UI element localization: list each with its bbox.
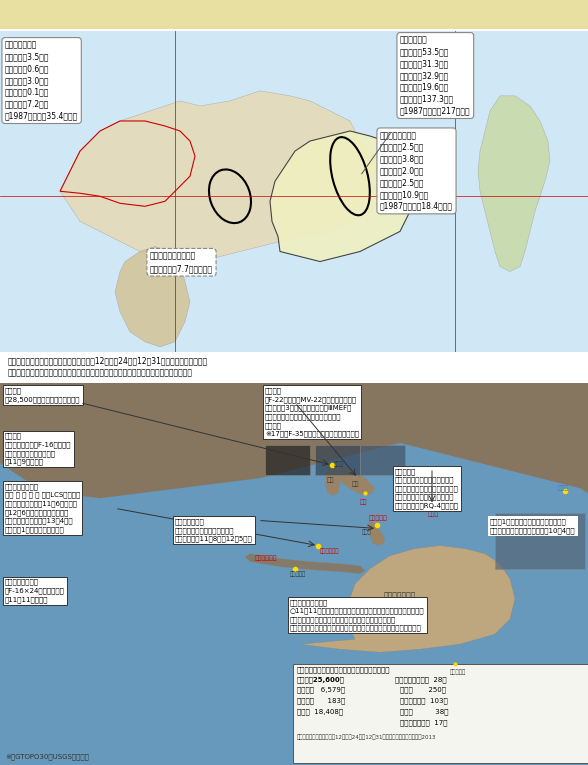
Text: 出典：米国防省発表資料（12（平成24）年12月31日）、ミリタリーバランス2013: 出典：米国防省発表資料（12（平成24）年12月31日）、ミリタリーバランス20… — [297, 735, 436, 741]
Bar — [360, 445, 405, 475]
Polygon shape — [338, 463, 375, 495]
Polygon shape — [300, 545, 515, 653]
Text: 日本：  18,408人: 日本： 18,408人 — [297, 708, 343, 715]
Text: オーストラリア: オーストラリア — [384, 591, 416, 601]
Polygon shape — [325, 463, 340, 495]
Polygon shape — [368, 522, 385, 545]
Text: ダーウィン: ダーウィン — [375, 626, 394, 632]
Bar — [315, 445, 360, 475]
Text: 【フィリピン】
・米沿岸警備隊のカッター船の
　無償供与（11年8月、12年5月）: 【フィリピン】 ・米沿岸警備隊のカッター船の 無償供与（11年8月、12年5月） — [175, 519, 253, 542]
Text: 【オーストラリア】
○11年11月の米豪首脳会議で以下のイニシアティブについて合意
・海兵隊のオーストラリア北部へのローテーション展開
・米空軍航空機のオースト: 【オーストラリア】 ○11年11月の米豪首脳会議で以下のイニシアティブについて合… — [290, 599, 425, 631]
Text: 全体：約25,600人: 全体：約25,600人 — [297, 676, 345, 683]
Polygon shape — [0, 382, 588, 498]
Text: ハワイ: ハワイ — [558, 485, 569, 491]
Text: マニラ: マニラ — [362, 529, 372, 535]
Text: ・空母1隻の母港を大西洋側から太平洋
　側（サンディエゴ）に移転（10年4月）: ・空母1隻の母港を大西洋側から太平洋 側（サンディエゴ）に移転（10年4月） — [490, 519, 576, 534]
Polygon shape — [60, 91, 385, 266]
Text: グアム: グアム — [428, 511, 439, 517]
Text: ジャカルタ: ジャカルタ — [290, 571, 306, 578]
Text: ヨーロッパ正面
陸軍　：約3.5万人
海軍　：約0.6万人
空軍　：約3.0万人
海兵隊：約0.1万人
総計　：約7.2万人
（1987年総計約35.4万人）: ヨーロッパ正面 陸軍 ：約3.5万人 海軍 ：約0.6万人 空軍 ：約3.0万人… — [5, 41, 78, 120]
Bar — [293, 664, 588, 763]
Text: グアム：      183人: グアム： 183人 — [297, 698, 345, 704]
Text: 米軍の総兵力
陸軍　：約53.5万人
海軍　：約31.3万人
空軍　：約32.9万人
海兵隊：約19.6万人
総計　：約137.3万人
（1987年総計約217: 米軍の総兵力 陸軍 ：約53.5万人 海軍 ：約31.3万人 空軍 ：約32.9… — [400, 36, 470, 116]
Text: フィリピン：  103人: フィリピン： 103人 — [400, 698, 447, 704]
Text: ハワイ：   6,579人: ハワイ： 6,579人 — [297, 686, 345, 693]
Text: フィリピン: フィリピン — [369, 516, 387, 521]
Text: シンガポール：  17人: シンガポール： 17人 — [400, 720, 447, 726]
Text: 図表I-1-1-3: 図表I-1-1-3 — [2, 9, 53, 20]
Polygon shape — [478, 96, 550, 272]
Text: 【日本】
・F-22の展開、MV-22オスプレイの配備
・沖縄の第3海兵機動展開部隊（ⅢMEF）
　地上戦闘部隊等のグアム・ハワイ等へ
　の移転
※17年にF-: 【日本】 ・F-22の展開、MV-22オスプレイの配備 ・沖縄の第3海兵機動展開… — [265, 388, 359, 437]
Text: 韓国: 韓国 — [327, 477, 335, 483]
Text: 【グアム】
・潜水艦のローテーション配備
・爆撃部隊のローテーション配備
・空母の一時寄港用施設の整備
・無人偵察機（RQ-4）の配備: 【グアム】 ・潜水艦のローテーション配備 ・爆撃部隊のローテーション配備 ・空母… — [395, 468, 459, 509]
Text: ソウル: ソウル — [334, 461, 344, 467]
Text: キャンベラ: キャンベラ — [450, 669, 466, 675]
Text: タイ：          38人: タイ： 38人 — [400, 708, 449, 715]
Text: ※　GTOPO30（USGS）を使用: ※ GTOPO30（USGS）を使用 — [5, 753, 89, 760]
Text: 沖縄: 沖縄 — [360, 500, 368, 505]
Text: 韓国：       250人: 韓国： 250人 — [400, 686, 446, 693]
Bar — [265, 445, 310, 475]
Text: 【韓国】
・28,500人規模の在韓米軍を維持: 【韓国】 ・28,500人規模の在韓米軍を維持 — [5, 388, 81, 402]
Text: オーストラリア：  28人: オーストラリア： 28人 — [395, 676, 447, 683]
Text: （注）　１　資料は、米国防省公刊資料（12（平成24）年12月31日現在）などによる。: （注） １ 資料は、米国防省公刊資料（12（平成24）年12月31日現在）などに… — [8, 356, 208, 365]
Text: 【シンガポール】
・沿 岸 域 戦 闘 艦（LCS）のロー
　テーション展開（11年6月表明。
　12年6月、シンガポール政府
　との間で大筋合意。13年4月、: 【シンガポール】 ・沿 岸 域 戦 闘 艦（LCS）のロー テーション展開（11… — [5, 483, 80, 532]
Text: アフガニスタンおよび
その周辺に約7.7万人が展開: アフガニスタンおよび その周辺に約7.7万人が展開 — [150, 252, 213, 273]
Polygon shape — [245, 554, 365, 574]
Text: 【インドネシア】
・F-16×24機の無償供与
（11年11月発表）: 【インドネシア】 ・F-16×24機の無償供与 （11年11月発表） — [5, 579, 65, 603]
Text: ２　アジア太平洋正面の配備兵力数には、ハワイ・グアムへの配備兵力を含む。: ２ アジア太平洋正面の配備兵力数には、ハワイ・グアムへの配備兵力を含む。 — [8, 368, 193, 377]
Bar — [1, 2, 116, 28]
Text: インドネシア: インドネシア — [255, 555, 278, 562]
Text: シンガポール: シンガポール — [320, 549, 339, 554]
Polygon shape — [115, 246, 190, 347]
Polygon shape — [270, 131, 415, 262]
Text: 【台湾】
・台湾が保有するF-16のアップ
　グレード等に関する計画
（11年9月発表）: 【台湾】 ・台湾が保有するF-16のアップ グレード等に関する計画 （11年9月… — [5, 433, 72, 465]
Text: 米軍の配備状況およびアジア太平洋地域における米軍の最近の動向: 米軍の配備状況およびアジア太平洋地域における米軍の最近の動向 — [118, 9, 312, 20]
Text: 日本: 日本 — [352, 481, 359, 487]
Text: アジア太平洋正面
陸軍　：約2.5万人
海軍　：約3.8万人
空軍　：約2.0万人
海兵隊：約2.5万人
総計　：約10.9万人
（1987年総計約18.4万人: アジア太平洋正面 陸軍 ：約2.5万人 海軍 ：約3.8万人 空軍 ：約2.0万… — [380, 131, 453, 211]
Text: （参考）アジア太平洋地域における海兵隊兵力数: （参考）アジア太平洋地域における海兵隊兵力数 — [297, 666, 390, 673]
Bar — [495, 513, 585, 568]
